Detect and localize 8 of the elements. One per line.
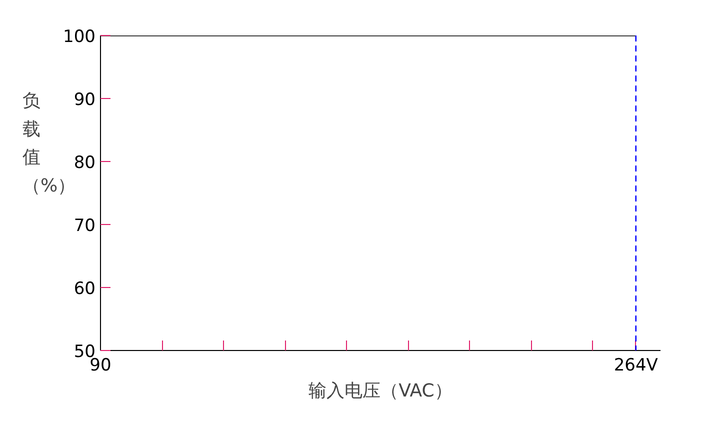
y-tick-label: 90 xyxy=(74,90,96,110)
y-tick-label: 80 xyxy=(74,153,96,173)
y-tick-label: 70 xyxy=(74,216,96,236)
y-tick-label: 100 xyxy=(63,27,96,47)
x-axis-title: 输入电压（VAC） xyxy=(308,380,452,402)
x-tick-label: 264V xyxy=(614,356,658,376)
y-axis-title: 负载值（%） xyxy=(22,90,76,197)
y-tick-label: 60 xyxy=(74,279,96,299)
